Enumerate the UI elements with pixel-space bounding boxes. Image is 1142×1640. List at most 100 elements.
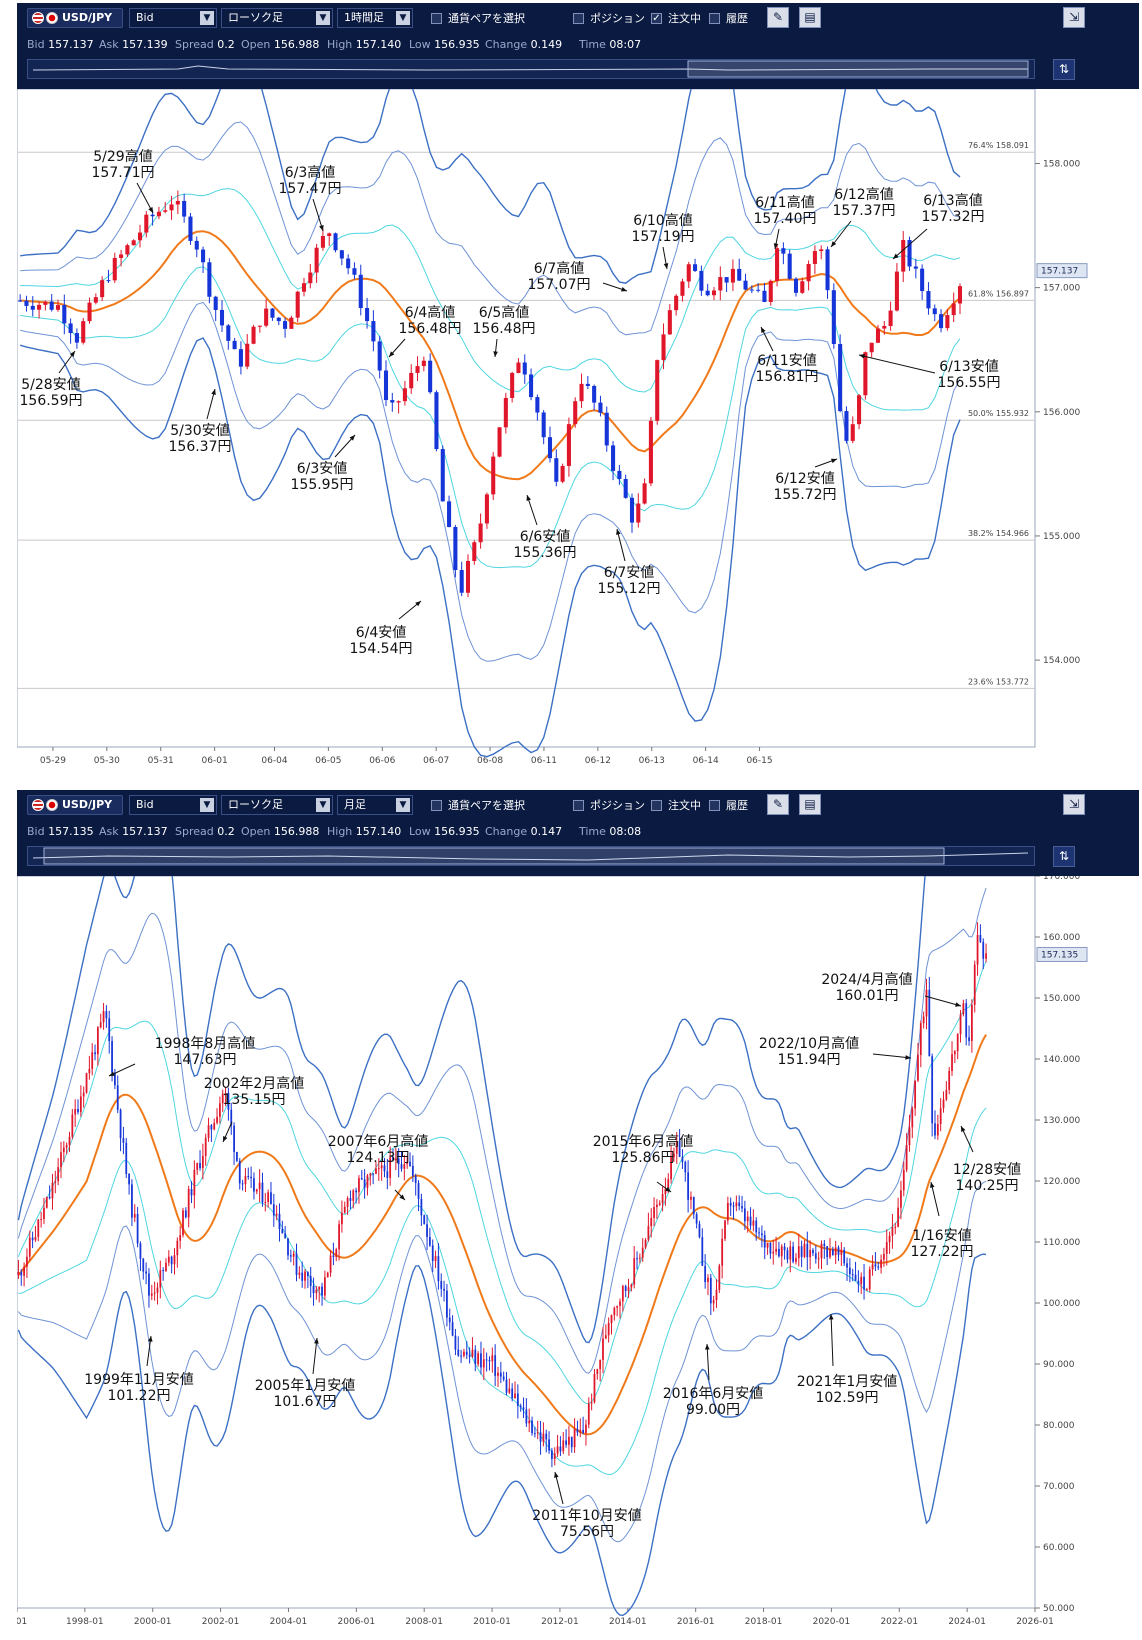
time-navigator[interactable] xyxy=(27,846,1035,866)
annotation-price: 101.22円 xyxy=(108,1388,171,1404)
candle-body xyxy=(403,1164,406,1169)
candle-body xyxy=(338,1224,340,1250)
monthly-candlestick-chart[interactable]: 170.000 160.000 150.000 140.000 130.000 120.0… xyxy=(7,797,1139,1636)
candle-body xyxy=(741,1206,743,1209)
candle-body xyxy=(396,401,401,403)
candle-body xyxy=(417,1182,420,1199)
chart-type-select[interactable]: ローソク足 ▼ xyxy=(221,795,333,815)
candle-body xyxy=(656,1204,658,1208)
candle-body xyxy=(709,1277,712,1304)
annotation-arrow-head xyxy=(663,263,669,269)
candle-body xyxy=(675,1140,678,1154)
candle-body xyxy=(207,1125,210,1138)
candle-body xyxy=(516,362,521,373)
candle-body xyxy=(655,360,660,421)
x-tick-label: 2008-01 xyxy=(405,1617,443,1627)
position-label: ポジション xyxy=(590,799,645,812)
candle-body xyxy=(547,437,553,459)
select-pair-toggle[interactable]: 通貨ペアを選択 xyxy=(431,8,525,28)
time-value: 08:07 xyxy=(609,38,642,51)
minimize-button[interactable]: ⇲ xyxy=(1063,794,1085,815)
history-toggle[interactable]: 履歴 xyxy=(709,8,748,28)
moving-average-line xyxy=(20,230,961,481)
candle-body xyxy=(573,401,578,425)
candle-body xyxy=(57,1167,60,1182)
candle-body xyxy=(913,266,918,269)
candle-body xyxy=(787,253,792,279)
candle-body xyxy=(255,1189,258,1192)
candle-body xyxy=(187,1188,190,1218)
orders-toggle[interactable]: 注文中 xyxy=(651,795,701,815)
annotation-date: 5/28安値 xyxy=(21,377,80,393)
candle-body xyxy=(304,1271,306,1281)
time-label: Time xyxy=(579,38,606,51)
x-tick-label: 05-31 xyxy=(148,756,174,766)
candle-body xyxy=(902,1169,905,1191)
bollinger-band-2sd xyxy=(20,121,961,336)
bid-value: 157.135 xyxy=(48,825,94,838)
hourly-candlestick-chart[interactable]: 158.000 157.000 156.000 155.000 154.000 05-29… xyxy=(16,30,1139,771)
candle-body xyxy=(355,1190,357,1193)
high-label: High xyxy=(327,38,353,51)
candle-body xyxy=(40,1219,43,1221)
select-pair-toggle[interactable]: 通貨ペアを選択 xyxy=(431,795,525,815)
draw-tool-button[interactable]: ✎ xyxy=(767,794,789,815)
candle-body xyxy=(258,1182,261,1190)
candle-body xyxy=(673,1153,675,1158)
candle-body xyxy=(119,254,124,258)
candle-body xyxy=(721,1238,724,1266)
candle-body xyxy=(251,326,256,344)
annotation-price: 157.32円 xyxy=(922,209,985,225)
fibonacci-label: 50.0% 155.932 xyxy=(968,409,1029,418)
candle-body xyxy=(267,1192,270,1203)
period-select[interactable]: 1時間足 ▼ xyxy=(337,8,413,28)
history-toggle[interactable]: 履歴 xyxy=(709,795,748,815)
candle-body xyxy=(888,1235,891,1243)
chart-type-select[interactable]: ローソク足 ▼ xyxy=(221,8,333,28)
position-toggle[interactable]: ポジション xyxy=(573,8,645,28)
annotation-arrow-head xyxy=(621,287,627,292)
draw-tool-button[interactable]: ✎ xyxy=(767,7,789,28)
candle-body xyxy=(536,1432,539,1434)
candle-body xyxy=(275,1213,278,1216)
price-type-select[interactable]: Bid ▼ xyxy=(129,8,217,28)
orders-toggle[interactable]: ✓ 注文中 xyxy=(651,8,701,28)
currency-pair-select[interactable]: USD/JPY xyxy=(27,795,123,815)
candle-body xyxy=(789,1246,792,1260)
annotation-price: 156.37円 xyxy=(169,439,232,455)
period-select[interactable]: 月足 ▼ xyxy=(337,795,413,815)
annotation-price: 125.86円 xyxy=(612,1150,675,1166)
candle-body xyxy=(897,1207,899,1227)
candle-body xyxy=(525,1409,528,1424)
annotation-price: 157.40円 xyxy=(754,211,817,227)
chevron-down-icon: ▼ xyxy=(316,11,330,25)
minimize-button[interactable]: ⇲ xyxy=(1063,7,1085,28)
settings-tool-button[interactable]: ▤ xyxy=(799,794,821,815)
candle-body xyxy=(264,308,269,326)
candle-body xyxy=(20,1272,23,1276)
candle-body xyxy=(661,1194,664,1204)
spread-value: 0.2 xyxy=(217,825,235,838)
candle-body xyxy=(806,1243,809,1258)
chart-area[interactable]: 158.000 157.000 156.000 155.000 154.000 05-29… xyxy=(16,30,1139,771)
zoom-fit-button[interactable]: ⇅ xyxy=(1053,846,1075,867)
time-navigator[interactable] xyxy=(27,59,1035,79)
settings-tool-button[interactable]: ▤ xyxy=(799,7,821,28)
candle-body xyxy=(604,1335,607,1339)
candle-body xyxy=(173,1255,176,1265)
candle-body xyxy=(329,1255,332,1273)
currency-pair-select[interactable]: USD/JPY xyxy=(27,8,123,28)
chart-area[interactable]: 170.000 160.000 150.000 140.000 130.000 120.0… xyxy=(7,797,1139,1636)
price-type-select[interactable]: Bid ▼ xyxy=(129,795,217,815)
zoom-fit-button[interactable]: ⇅ xyxy=(1053,59,1075,80)
candle-body xyxy=(162,1270,165,1272)
candle-body xyxy=(106,280,111,282)
position-toggle[interactable]: ポジション xyxy=(573,795,645,815)
annotation-date: 1998年8月高値 xyxy=(155,1035,256,1052)
annotation-arrow-head xyxy=(147,1336,153,1342)
y-tick-label: 158.000 xyxy=(1043,159,1080,169)
